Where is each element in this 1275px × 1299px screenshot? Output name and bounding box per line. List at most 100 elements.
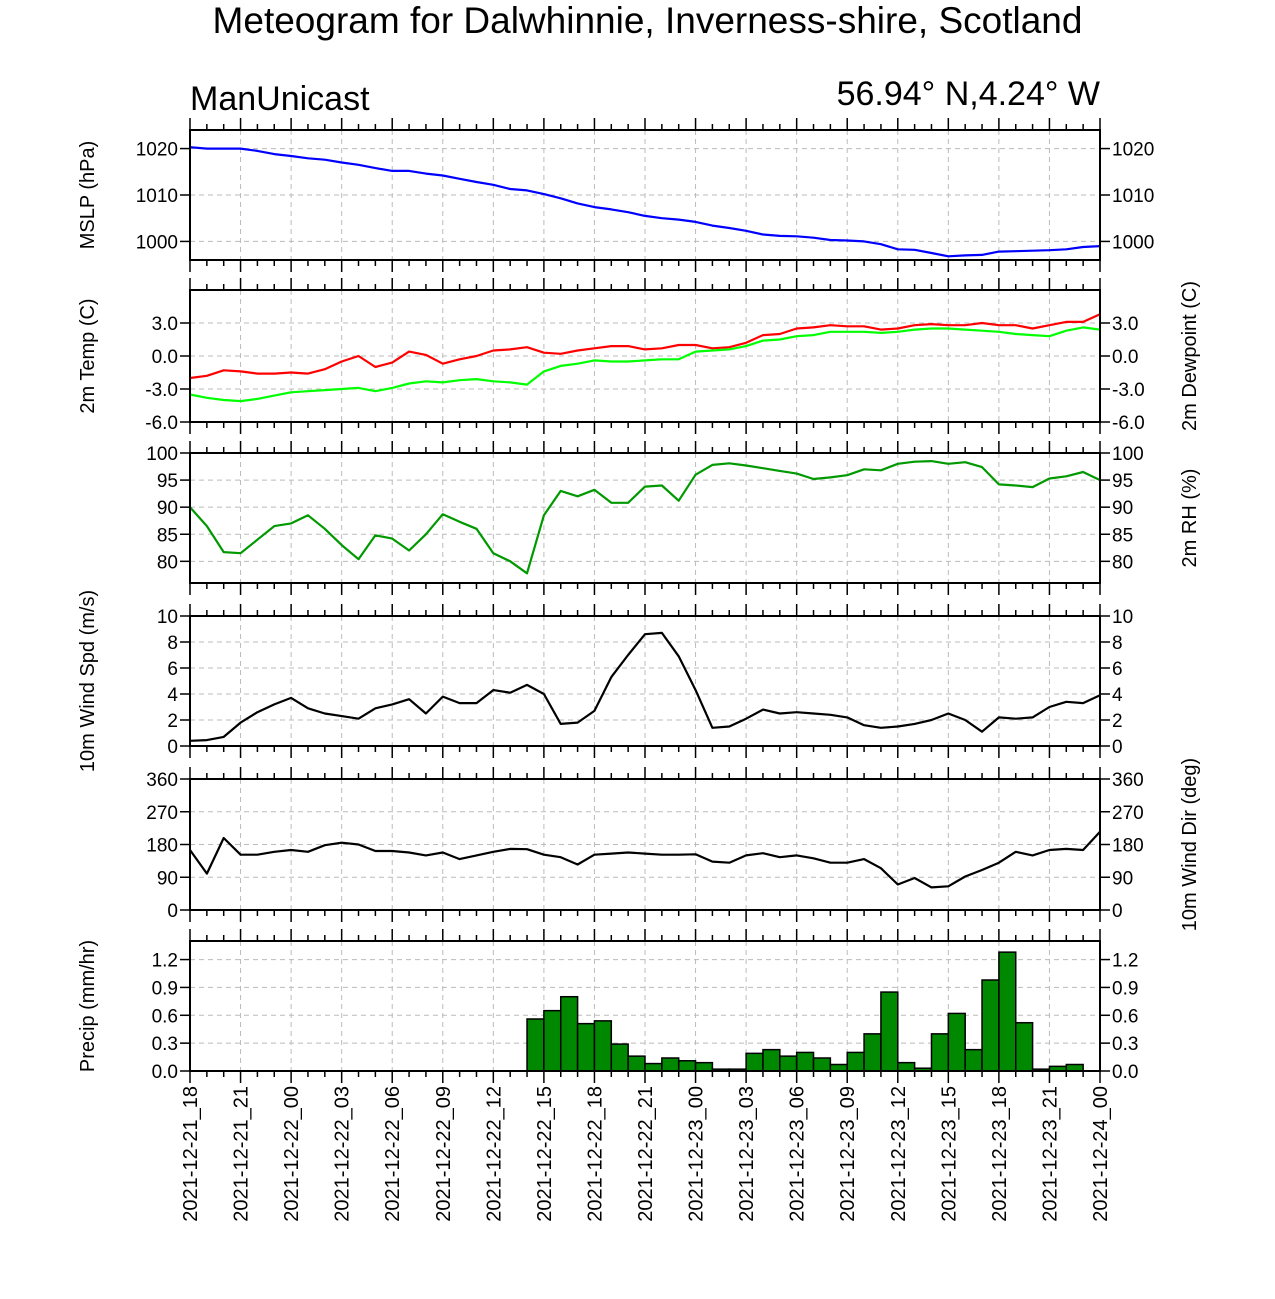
y-tick-label-right: 85	[1112, 525, 1133, 546]
time-label: 2021-12-22_03	[332, 1086, 354, 1222]
y-tick-label-left: 0	[167, 737, 178, 758]
y-tick-label-right: 360	[1112, 770, 1144, 791]
y-tick-label-left: 90	[157, 498, 178, 519]
y-tick-label-left: 8	[167, 633, 178, 654]
y-tick-label-right: 6	[1112, 659, 1123, 680]
time-label: 2021-12-23_12	[888, 1086, 910, 1222]
y-tick-label-left: 1020	[136, 140, 178, 161]
y-tick-label-right: 1020	[1112, 140, 1154, 161]
time-label: 2021-12-21_18	[180, 1086, 202, 1222]
y-tick-label-left: 2	[167, 711, 178, 732]
y-tick-label-left: 85	[157, 525, 178, 546]
y-tick-label-left: 100	[146, 444, 178, 465]
series-line-0	[189, 460, 1101, 575]
precip-bar	[762, 1048, 781, 1072]
precip-bar	[576, 1022, 596, 1072]
y-tick-label-right: 95	[1112, 471, 1133, 492]
precip-bar	[543, 1009, 562, 1072]
time-label: 2021-12-23_09	[837, 1086, 859, 1222]
y-axis-title-right: 2m Dewpoint (C)	[1179, 281, 1201, 431]
y-tick-label-left: 360	[146, 770, 178, 791]
y-tick-label-right: 8	[1112, 633, 1123, 654]
y-tick-label-right: 4	[1112, 685, 1123, 706]
chart-title: Meteogram for Dalwhinnie, Inverness-shir…	[212, 0, 1083, 41]
y-tick-label-right: 0	[1112, 737, 1123, 758]
time-label: 2021-12-22_09	[433, 1086, 455, 1222]
y-tick-label-right: 180	[1112, 836, 1144, 857]
precip-bar	[930, 1033, 950, 1072]
precip-bar	[745, 1052, 764, 1072]
precip-bar	[998, 951, 1017, 1072]
y-tick-label-right: 1010	[1112, 186, 1154, 207]
y-tick-label-left: 90	[157, 868, 178, 889]
time-label: 2021-12-23_21	[1039, 1086, 1061, 1222]
time-label: 2021-12-23_06	[787, 1086, 809, 1222]
y-tick-label-right: 0.6	[1112, 1006, 1138, 1027]
y-axis-title-left: MSLP (hPa)	[77, 141, 99, 250]
y-tick-label-left: 1010	[136, 186, 178, 207]
y-tick-label-right: 1.2	[1112, 951, 1138, 972]
series-line-0	[189, 146, 1101, 258]
location-coordinates: 56.94° N,4.24° W	[836, 75, 1100, 113]
precip-bar	[644, 1062, 663, 1072]
y-tick-label-left: -6.0	[145, 413, 178, 434]
y-tick-label-right: 10	[1112, 607, 1133, 628]
precip-bar	[1014, 1021, 1034, 1072]
precip-bar	[863, 1033, 882, 1072]
time-label: 2021-12-22_12	[483, 1086, 505, 1222]
y-tick-label-right: 90	[1112, 868, 1133, 889]
time-label: 2021-12-22_21	[635, 1086, 657, 1222]
y-tick-label-right: 80	[1112, 552, 1133, 573]
y-tick-label-right: 0.3	[1112, 1034, 1138, 1055]
y-axis-title-right: 2m RH (%)	[1179, 469, 1201, 568]
time-label: 2021-12-22_00	[281, 1086, 303, 1222]
precip-bar	[677, 1060, 697, 1072]
y-tick-label-left: 3.0	[152, 314, 178, 335]
precip-bar	[981, 979, 1000, 1072]
series-line-0	[189, 631, 1101, 742]
y-tick-label-right: 100	[1112, 444, 1144, 465]
y-axis-title-left: 10m Wind Spd (m/s)	[77, 590, 99, 772]
y-tick-label-right: 2	[1112, 711, 1123, 732]
time-label: 2021-12-23_03	[736, 1086, 758, 1222]
y-tick-label-right: 3.0	[1112, 314, 1138, 335]
series-line-1	[189, 326, 1101, 403]
precip-bar	[964, 1048, 983, 1072]
time-label: 2021-12-23_15	[938, 1086, 960, 1222]
y-axis-title-right: 10m Wind Dir (deg)	[1179, 758, 1201, 931]
series-line-0	[189, 831, 1101, 889]
precip-bar	[559, 995, 579, 1072]
y-tick-label-right: 270	[1112, 803, 1144, 824]
y-tick-label-left: -3.0	[145, 380, 178, 401]
y-tick-label-left: 180	[146, 836, 178, 857]
y-tick-label-left: 0.3	[152, 1034, 178, 1055]
precip-bar	[661, 1057, 680, 1072]
time-label: 2021-12-22_06	[382, 1086, 404, 1222]
y-tick-label-left: 0.0	[152, 347, 178, 368]
time-label: 2021-12-23_18	[989, 1086, 1011, 1222]
y-tick-label-left: 1.2	[152, 951, 178, 972]
y-tick-label-left: 1000	[136, 232, 178, 253]
y-tick-label-left: 0.6	[152, 1006, 178, 1027]
precip-bar	[779, 1055, 798, 1072]
y-axis-title-left: 2m Temp (C)	[77, 298, 99, 413]
y-tick-label-right: 0.0	[1112, 347, 1138, 368]
precip-bar	[897, 1061, 916, 1072]
y-tick-label-right: -3.0	[1112, 380, 1145, 401]
y-tick-label-right: 0.9	[1112, 978, 1138, 999]
precip-bar	[880, 991, 899, 1072]
y-tick-label-left: 270	[146, 803, 178, 824]
y-tick-label-right: 90	[1112, 498, 1133, 519]
y-tick-label-left: 10	[157, 607, 178, 628]
y-tick-label-left: 6	[167, 659, 178, 680]
time-label: 2021-12-21_21	[231, 1086, 253, 1222]
y-tick-label-left: 0.0	[152, 1062, 178, 1083]
y-axis-title-left: Precip (mm/hr)	[77, 940, 99, 1072]
y-tick-label-right: 1000	[1112, 232, 1154, 253]
precip-bar	[795, 1051, 815, 1072]
y-tick-label-left: 4	[167, 685, 178, 706]
precip-bar	[627, 1055, 646, 1072]
time-label: 2021-12-24_00	[1090, 1086, 1112, 1222]
precip-bar	[610, 1043, 629, 1072]
